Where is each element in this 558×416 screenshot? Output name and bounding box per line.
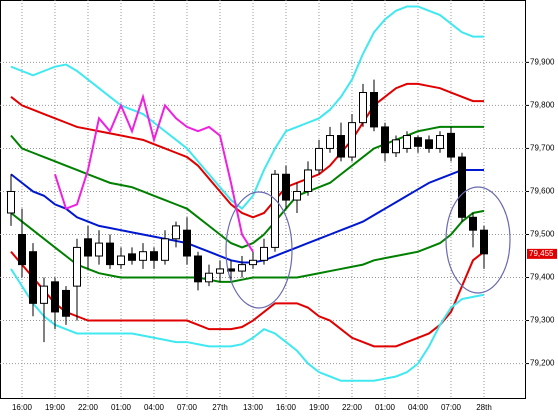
candle-body	[205, 272, 213, 283]
candle-body	[414, 137, 422, 147]
candle-body	[172, 225, 180, 240]
x-tick-label: 01:00	[375, 403, 396, 412]
candle-body	[381, 126, 389, 154]
candle-body	[370, 92, 378, 128]
candle-body	[139, 251, 147, 261]
x-tick-label: 01:00	[111, 403, 132, 412]
candle-body	[326, 135, 334, 149]
x-tick-label: 22:00	[78, 403, 99, 412]
candle-body	[238, 264, 246, 272]
candle-body	[62, 289, 70, 317]
y-tick-label: 79,900	[530, 57, 555, 66]
band-line	[54, 93, 254, 253]
x-tick-label: 19:00	[309, 403, 330, 412]
candle-body	[117, 255, 125, 266]
y-tick-label: 79,700	[530, 144, 555, 153]
candle-body	[436, 135, 444, 149]
last-price-box	[527, 248, 557, 259]
candle-body	[106, 242, 114, 266]
band-line	[10, 82, 484, 219]
y-tick-label: 79,300	[530, 316, 555, 325]
candle-body	[458, 156, 466, 218]
candle-body	[403, 135, 411, 149]
x-tick-label: 07:00	[441, 403, 462, 412]
y-tick-label: 79,500	[530, 230, 555, 239]
candle-body	[315, 147, 323, 171]
candle-body	[425, 139, 433, 149]
candle-body	[337, 135, 345, 158]
candle-body	[447, 132, 455, 158]
x-tick-label: 16:00	[12, 403, 33, 412]
marks	[7, 5, 488, 382]
candle-body	[293, 190, 301, 201]
band-line	[10, 209, 485, 283]
band-line	[10, 168, 484, 264]
candle-body	[359, 92, 367, 124]
y-tick-label: 79,400	[530, 273, 555, 282]
candle-body	[348, 122, 356, 158]
candle-body	[249, 259, 257, 266]
x-tick-label: 22:00	[342, 403, 363, 412]
x-tick-label: 04:00	[144, 403, 165, 412]
candle-body	[18, 233, 26, 266]
candle-body	[304, 169, 312, 192]
candle-body	[51, 281, 59, 313]
candle-body	[7, 190, 15, 214]
candle-body	[183, 229, 191, 257]
y-tick-label: 79,200	[530, 359, 555, 368]
candle-body	[194, 255, 202, 283]
x-tick-label: 07:00	[177, 403, 198, 412]
x-tick-label: 13:00	[243, 403, 264, 412]
last-price-label: 79,455	[529, 249, 554, 258]
band-line	[10, 250, 485, 348]
y-tick-label: 79,800	[530, 101, 555, 110]
band-line	[10, 5, 484, 211]
candle-body	[40, 285, 48, 304]
candle-body	[260, 246, 268, 261]
candle-body	[161, 238, 169, 261]
highlight-ellipse	[445, 186, 511, 294]
candle-body	[150, 251, 158, 261]
y-tick-label: 79,600	[530, 187, 555, 196]
axes: 79,200 79,300 79,400 79,500 79,600 79,700 79,8…	[12, 57, 557, 412]
candle-body	[128, 253, 136, 261]
candle-body	[469, 216, 477, 231]
x-tick-label: 27th	[212, 403, 228, 412]
candle-body	[271, 173, 279, 248]
candle-body	[216, 268, 224, 274]
candle-body	[480, 229, 488, 255]
highlight-ellipse	[225, 191, 293, 309]
candle-body	[392, 139, 400, 154]
band-line	[10, 268, 485, 382]
candle-body	[29, 251, 37, 304]
candle-body	[95, 242, 103, 257]
x-tick-label: 16:00	[276, 403, 297, 412]
x-tick-label: 04:00	[408, 403, 429, 412]
x-tick-label: 28th	[476, 403, 492, 412]
candle-body	[73, 246, 81, 287]
x-tick-label: 19:00	[45, 403, 66, 412]
candle-body	[84, 238, 92, 257]
candle-body	[282, 173, 290, 201]
